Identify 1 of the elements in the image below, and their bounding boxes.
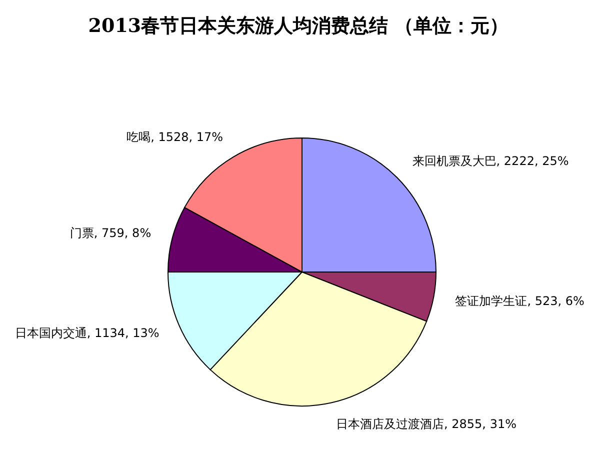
chart-title: 2013春节日本关东游人均消费总结 （单位：元） xyxy=(88,15,509,37)
